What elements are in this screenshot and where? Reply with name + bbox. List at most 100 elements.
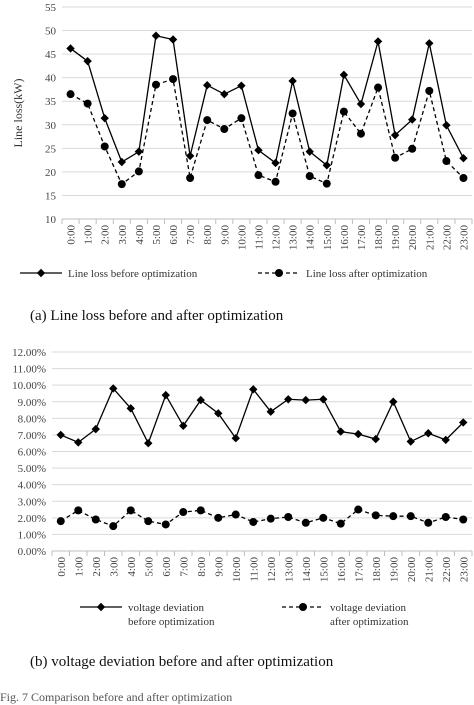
- series-2-point: [371, 511, 380, 520]
- y-tick-label: 12.00%: [12, 347, 46, 359]
- x-tick-label: 3:00: [117, 225, 129, 245]
- series-2-point: [301, 518, 310, 527]
- x-tick-label: 16:00: [336, 557, 348, 583]
- series-2-point: [354, 505, 363, 514]
- x-tick-label: 1:00: [73, 557, 85, 577]
- series-2-point: [100, 142, 109, 151]
- x-tick-label: 1:00: [83, 225, 95, 245]
- series-1-point: [203, 81, 212, 90]
- series-2-point: [179, 508, 188, 517]
- x-tick-label: 18:00: [371, 557, 383, 583]
- series-1-point: [441, 435, 450, 445]
- series-1-point: [66, 44, 75, 53]
- series-1-point: [356, 99, 366, 109]
- series-1-point: [390, 130, 400, 140]
- x-tick-label: 16:00: [339, 225, 351, 251]
- series-1-point: [424, 429, 433, 438]
- y-tick-label: 50: [45, 26, 57, 38]
- y-tick-label: 40: [45, 73, 57, 85]
- voltage-deviation-chart: 0.00% 1.00% 2.00% 3.00% 4.00% 5.00% 6.00% 7.00%…: [12, 347, 473, 628]
- line-loss-chart: 10 15 20 25 30 35 40 45 50 55 0:00 1:00 2:00 3:00 4:00…: [11, 2, 473, 280]
- series-1-point: [408, 115, 417, 124]
- series-1-point: [442, 121, 451, 130]
- series-2-point: [66, 90, 75, 99]
- series-1-point: [271, 158, 280, 168]
- y-tick-label: 3.00%: [18, 496, 46, 508]
- series-2-point: [319, 513, 328, 522]
- legend-2-label: voltage deviation: [330, 602, 407, 614]
- series-1-point: [459, 154, 468, 163]
- y-tick-label: 9.00%: [18, 397, 46, 409]
- series-2-point: [91, 515, 100, 524]
- x-tick-label: 22:00: [441, 557, 453, 583]
- series-2-point: [441, 513, 450, 522]
- series-2-point: [408, 144, 417, 153]
- x-tick-label: 17:00: [356, 225, 368, 251]
- y-tick-label: 0.00%: [18, 546, 46, 558]
- series-1-point: [179, 421, 188, 430]
- x-tick-label: 20:00: [406, 557, 418, 583]
- series-2-point: [161, 520, 170, 529]
- series-2-point: [169, 75, 178, 84]
- y-tick-label: 55: [45, 2, 57, 14]
- series-2-point: [151, 80, 160, 89]
- series-1-point: [322, 161, 331, 170]
- series-2-point: [374, 83, 383, 92]
- x-tick-label: 13:00: [288, 225, 300, 251]
- x-tick-label: 0:00: [66, 225, 78, 245]
- series-1-point: [74, 438, 83, 447]
- series-2-point: [425, 86, 434, 95]
- x-tick-label: 6:00: [168, 225, 180, 245]
- chart1-caption: (a) Line loss before and after optimizat…: [30, 308, 284, 324]
- series-1-point: [83, 56, 92, 66]
- legend-2-label: Line loss after optimization: [306, 268, 428, 280]
- series-1-point: [284, 395, 293, 404]
- legend-2-marker: [299, 603, 307, 611]
- y-tick-label: 6.00%: [18, 447, 46, 459]
- series-1-point: [354, 429, 363, 439]
- y-tick-label: 11.00%: [12, 364, 46, 376]
- series-1-point: [459, 418, 468, 427]
- series-1-point: [161, 390, 170, 400]
- y-tick-label: 10: [45, 214, 57, 226]
- series-1-point: [117, 157, 126, 167]
- series-2-point: [288, 109, 297, 118]
- series-2-point: [336, 519, 345, 528]
- series-1-point: [237, 81, 246, 90]
- series-2-point: [220, 125, 229, 134]
- y-tick-label: 2.00%: [18, 513, 46, 525]
- series-1-point: [220, 89, 229, 99]
- series-2-point: [56, 517, 65, 526]
- x-tick-label: 5:00: [143, 557, 155, 577]
- series-1-point: [266, 407, 275, 416]
- series-2-point: [322, 179, 331, 188]
- y-tick-label: 25: [45, 143, 57, 155]
- legend-2-label: after optimization: [330, 616, 409, 628]
- series-1-point: [196, 395, 205, 405]
- y-tick-label: 45: [45, 49, 57, 61]
- x-tick-label: 3:00: [108, 557, 120, 577]
- series-1-point: [231, 434, 240, 443]
- series-2-point: [442, 157, 451, 166]
- series-1-line: [70, 34, 465, 167]
- legend-2-marker: [275, 269, 283, 277]
- legend-1-label: Line loss before optimization: [68, 268, 198, 280]
- series-1-point: [214, 409, 223, 418]
- x-tick-label: 9:00: [213, 557, 225, 577]
- series-1-point: [301, 395, 310, 405]
- x-tick-label: 23:00: [458, 225, 470, 251]
- series-2-point: [186, 174, 195, 183]
- chart2-caption: (b) voltage deviation before and after o…: [30, 654, 334, 670]
- x-tick-label: 23:00: [458, 557, 470, 583]
- series-1-point: [249, 385, 258, 394]
- x-tick-label: 11:00: [253, 225, 265, 250]
- x-tick-label: 15:00: [322, 225, 334, 251]
- x-tick-label: 15:00: [318, 557, 330, 583]
- series-1-line: [60, 387, 464, 445]
- y-tick-label: 4.00%: [18, 480, 46, 492]
- legend-1-marker: [36, 268, 46, 278]
- series-1-point: [185, 151, 195, 161]
- series-2-point: [196, 506, 205, 515]
- series-1-point: [339, 70, 349, 80]
- series-2-point: [144, 517, 153, 526]
